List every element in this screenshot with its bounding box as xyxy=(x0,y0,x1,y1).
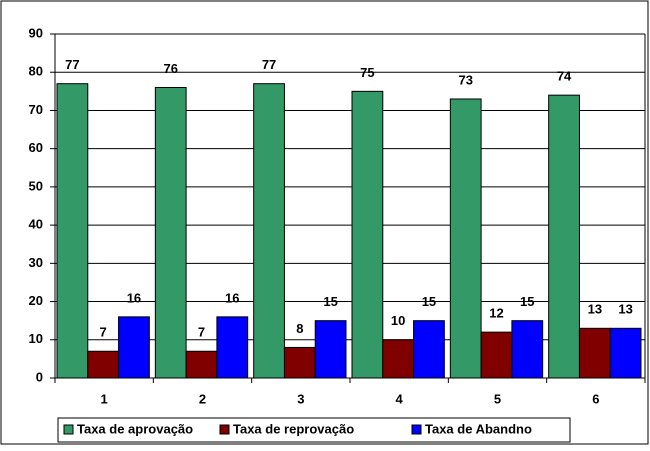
y-tick-label: 70 xyxy=(29,102,43,117)
y-tick-label: 0 xyxy=(36,369,43,384)
data-label: 76 xyxy=(163,61,177,76)
data-label: 77 xyxy=(65,57,79,72)
data-label: 12 xyxy=(489,306,503,321)
bar xyxy=(511,320,544,379)
y-tick-label: 40 xyxy=(29,217,43,232)
bar xyxy=(413,320,445,379)
bar xyxy=(216,316,249,379)
bar xyxy=(578,327,611,379)
y-tick-label: 20 xyxy=(29,293,43,308)
data-label: 10 xyxy=(391,313,405,328)
bar xyxy=(253,83,285,379)
y-tick-label: 10 xyxy=(29,331,43,346)
data-label: 73 xyxy=(458,72,472,87)
y-tick-label: 90 xyxy=(29,25,43,40)
legend-label: Taxa de reprovação xyxy=(233,421,354,436)
bar xyxy=(351,90,384,379)
x-tick-label: 4 xyxy=(396,391,404,406)
bar xyxy=(118,316,150,379)
bar xyxy=(87,350,120,379)
data-label: 8 xyxy=(296,321,303,336)
bar xyxy=(154,87,187,379)
data-label: 7 xyxy=(198,325,205,340)
data-label: 15 xyxy=(520,294,534,309)
bar xyxy=(609,327,642,379)
legend-marker xyxy=(63,424,74,435)
x-tick-label: 5 xyxy=(494,391,501,406)
bar xyxy=(382,339,415,379)
data-label: 16 xyxy=(225,290,239,305)
data-label: 13 xyxy=(618,302,632,317)
x-tick-label: 1 xyxy=(101,391,108,406)
x-tick-label: 3 xyxy=(297,391,304,406)
y-tick-label: 60 xyxy=(29,140,43,155)
data-label: 7 xyxy=(100,325,107,340)
x-tick-label: 6 xyxy=(592,391,599,406)
data-label: 15 xyxy=(323,294,337,309)
y-tick-label: 30 xyxy=(29,255,43,270)
legend-marker xyxy=(411,424,422,435)
bar xyxy=(480,331,513,379)
y-tick-label: 50 xyxy=(29,178,43,193)
legend-label: Taxa de Abandno xyxy=(425,421,532,436)
legend-marker xyxy=(219,424,230,435)
legend-label: Taxa de aprovação xyxy=(77,421,193,436)
bar xyxy=(283,346,316,379)
legend-box xyxy=(57,417,571,443)
data-label: 75 xyxy=(360,65,374,80)
data-label: 16 xyxy=(127,290,141,305)
bar xyxy=(314,320,347,379)
data-label: 77 xyxy=(262,57,276,72)
data-label: 74 xyxy=(557,69,572,84)
bar xyxy=(449,98,482,379)
bar xyxy=(548,94,580,379)
bar xyxy=(56,83,89,379)
y-tick-label: 80 xyxy=(29,64,43,79)
x-tick-label: 2 xyxy=(199,391,206,406)
data-label: 15 xyxy=(422,294,436,309)
data-label: 13 xyxy=(588,302,602,317)
bar xyxy=(185,350,218,379)
